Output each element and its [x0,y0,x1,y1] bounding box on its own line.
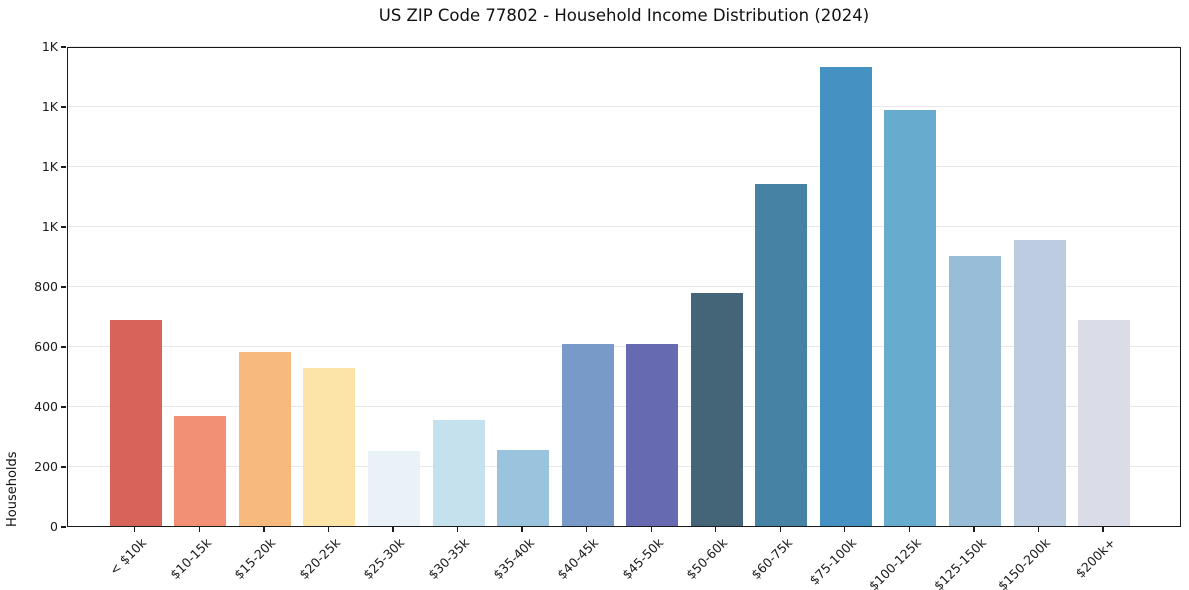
x-tick-mark [844,527,846,532]
bar-$45-50k [626,343,679,526]
bar-$100-125k [884,109,937,526]
y-tick-mark [61,46,66,48]
y-tick-mark [61,106,66,108]
y-tick-mark [61,286,66,288]
x-tick-mark [456,527,459,532]
x-tick-mark [521,527,523,532]
x-tick-mark [1037,527,1040,532]
x-tick-mark [327,527,330,532]
plot-area [67,45,1181,527]
bar-$50-60k [690,293,743,526]
bar-$125-150k [948,256,1001,526]
bar-$200k+ [1078,319,1131,526]
x-tick-mark [1102,527,1104,532]
x-tick-mark [715,527,717,532]
chart-title: US ZIP Code 77802 - Household Income Dis… [378,6,870,25]
y-tick-mark [61,526,66,528]
y-tick-label: 1K [41,159,58,174]
y-tick-label: 600 [34,339,58,354]
y-tick-mark [61,166,66,168]
x-tick-mark [198,527,200,532]
bar-$25-30k [368,451,420,526]
bar-$35-40k [497,449,550,526]
bar-< $10k [109,319,162,526]
gridline [68,225,1180,227]
gridline [68,165,1180,167]
gridline [68,285,1180,287]
y-tick-label: 400 [34,399,58,414]
gridline [68,465,1180,467]
bar-$10-15k [174,416,227,526]
bar-$60-75k [755,184,808,526]
x-tick-mark [650,527,652,532]
bar-$75-100k [819,67,872,526]
bar-$150-200k [1013,239,1066,526]
x-tick-mark [134,527,136,532]
y-tick-mark [61,226,66,228]
x-tick-mark [908,527,911,532]
y-tick-label: 1K [41,39,58,54]
y-tick-label: 1K [41,99,58,114]
x-tick-mark [779,527,781,532]
x-tick-mark [586,527,588,532]
y-tick-label: 800 [34,279,58,294]
y-tick-label: 1K [41,219,58,234]
x-tick-mark [263,527,265,532]
bar-$30-35k [432,420,485,526]
y-tick-mark [61,346,66,348]
gridline [68,45,1180,47]
gridline [68,345,1180,347]
gridline [68,405,1180,407]
bar-$15-20k [238,352,291,526]
y-tick-mark [61,406,66,408]
y-tick-label: 0 [50,519,58,534]
bar-$40-45k [561,343,614,526]
y-tick-mark [61,466,66,468]
bar-$20-25k [303,367,356,526]
y-tick-label: 200 [34,459,58,474]
x-tick-mark [973,527,975,532]
x-tick-mark [392,527,394,532]
gridline [68,105,1180,107]
